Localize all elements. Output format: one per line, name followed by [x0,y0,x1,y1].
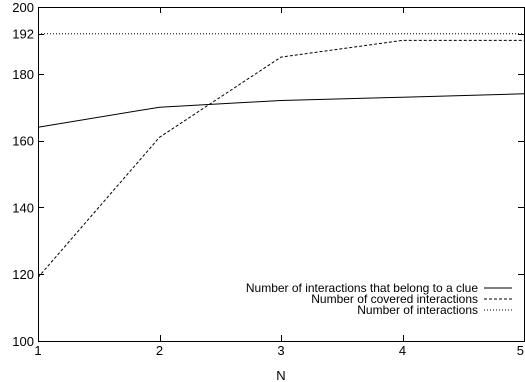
series-line-2 [37,39,524,278]
series-lines [37,33,525,278]
x-tick-label: 2 [156,343,163,358]
y-tick-label: 180 [12,67,34,82]
y-tick-label: 140 [12,200,34,215]
x-tick-label: 1 [34,343,41,358]
x-axis-label: N [276,368,285,382]
y-tick-label: 160 [12,134,34,149]
x-tick-label: 5 [517,343,524,358]
series-line-1 [37,93,525,128]
y-tick-label: 120 [12,267,34,282]
legend-label: Number of covered interactions [311,292,478,306]
y-tick-label: 192 [12,27,34,42]
y-tick-label: 100 [12,334,34,349]
x-tick-label: 4 [399,343,406,358]
y-tick-label: 200 [12,0,34,15]
legend: Number of interactions that belong to a … [246,281,512,317]
x-tick-label: 3 [277,343,284,358]
legend-label: Number of interactions that belong to a … [246,281,478,295]
legend-label: Number of interactions [357,303,478,317]
y-axis-ticks: 100 120 140 160 180 192 200 [12,0,524,349]
